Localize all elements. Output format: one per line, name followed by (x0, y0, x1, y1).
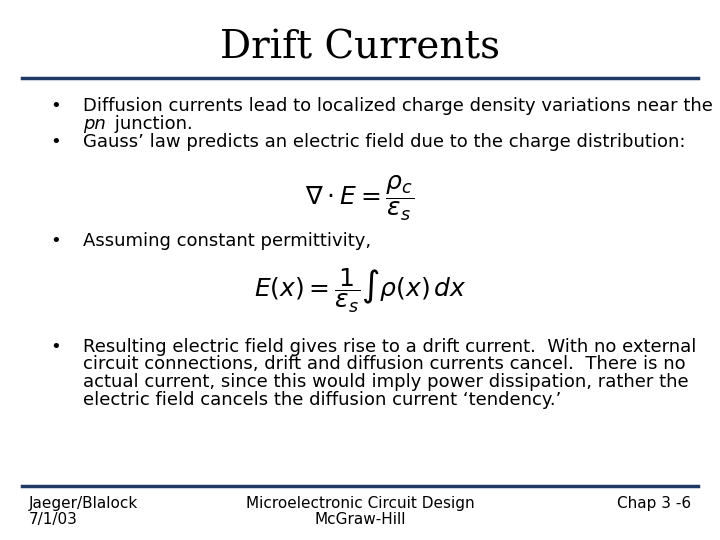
Text: •: • (50, 338, 61, 355)
Text: •: • (50, 133, 61, 151)
Text: Microelectronic Circuit Design: Microelectronic Circuit Design (246, 496, 474, 511)
Text: $\nabla \cdot E = \dfrac{\rho_c}{\varepsilon_s}$: $\nabla \cdot E = \dfrac{\rho_c}{\vareps… (305, 174, 415, 223)
Text: actual current, since this would imply power dissipation, rather the: actual current, since this would imply p… (83, 373, 688, 391)
Text: Drift Currents: Drift Currents (220, 30, 500, 67)
Text: 7/1/03: 7/1/03 (29, 512, 78, 527)
Text: electric field cancels the diffusion current ‘tendency.’: electric field cancels the diffusion cur… (83, 391, 561, 409)
Text: Chap 3 -6: Chap 3 -6 (617, 496, 691, 511)
Text: Jaeger/Blalock: Jaeger/Blalock (29, 496, 138, 511)
Text: Resulting electric field gives rise to a drift current.  With no external: Resulting electric field gives rise to a… (83, 338, 696, 355)
Text: circuit connections, drift and diffusion currents cancel.  There is no: circuit connections, drift and diffusion… (83, 355, 685, 373)
Text: $E(x) = \dfrac{1}{\varepsilon_s} \int \rho(x)\,dx$: $E(x) = \dfrac{1}{\varepsilon_s} \int \r… (253, 267, 467, 315)
Text: Gauss’ law predicts an electric field due to the charge distribution:: Gauss’ law predicts an electric field du… (83, 133, 685, 151)
Text: pn: pn (83, 115, 106, 133)
Text: •: • (50, 232, 61, 250)
Text: McGraw-Hill: McGraw-Hill (314, 512, 406, 527)
Text: Assuming constant permittivity,: Assuming constant permittivity, (83, 232, 371, 250)
Text: Diffusion currents lead to localized charge density variations near the: Diffusion currents lead to localized cha… (83, 97, 713, 115)
Text: junction.: junction. (109, 115, 192, 133)
Text: •: • (50, 97, 61, 115)
